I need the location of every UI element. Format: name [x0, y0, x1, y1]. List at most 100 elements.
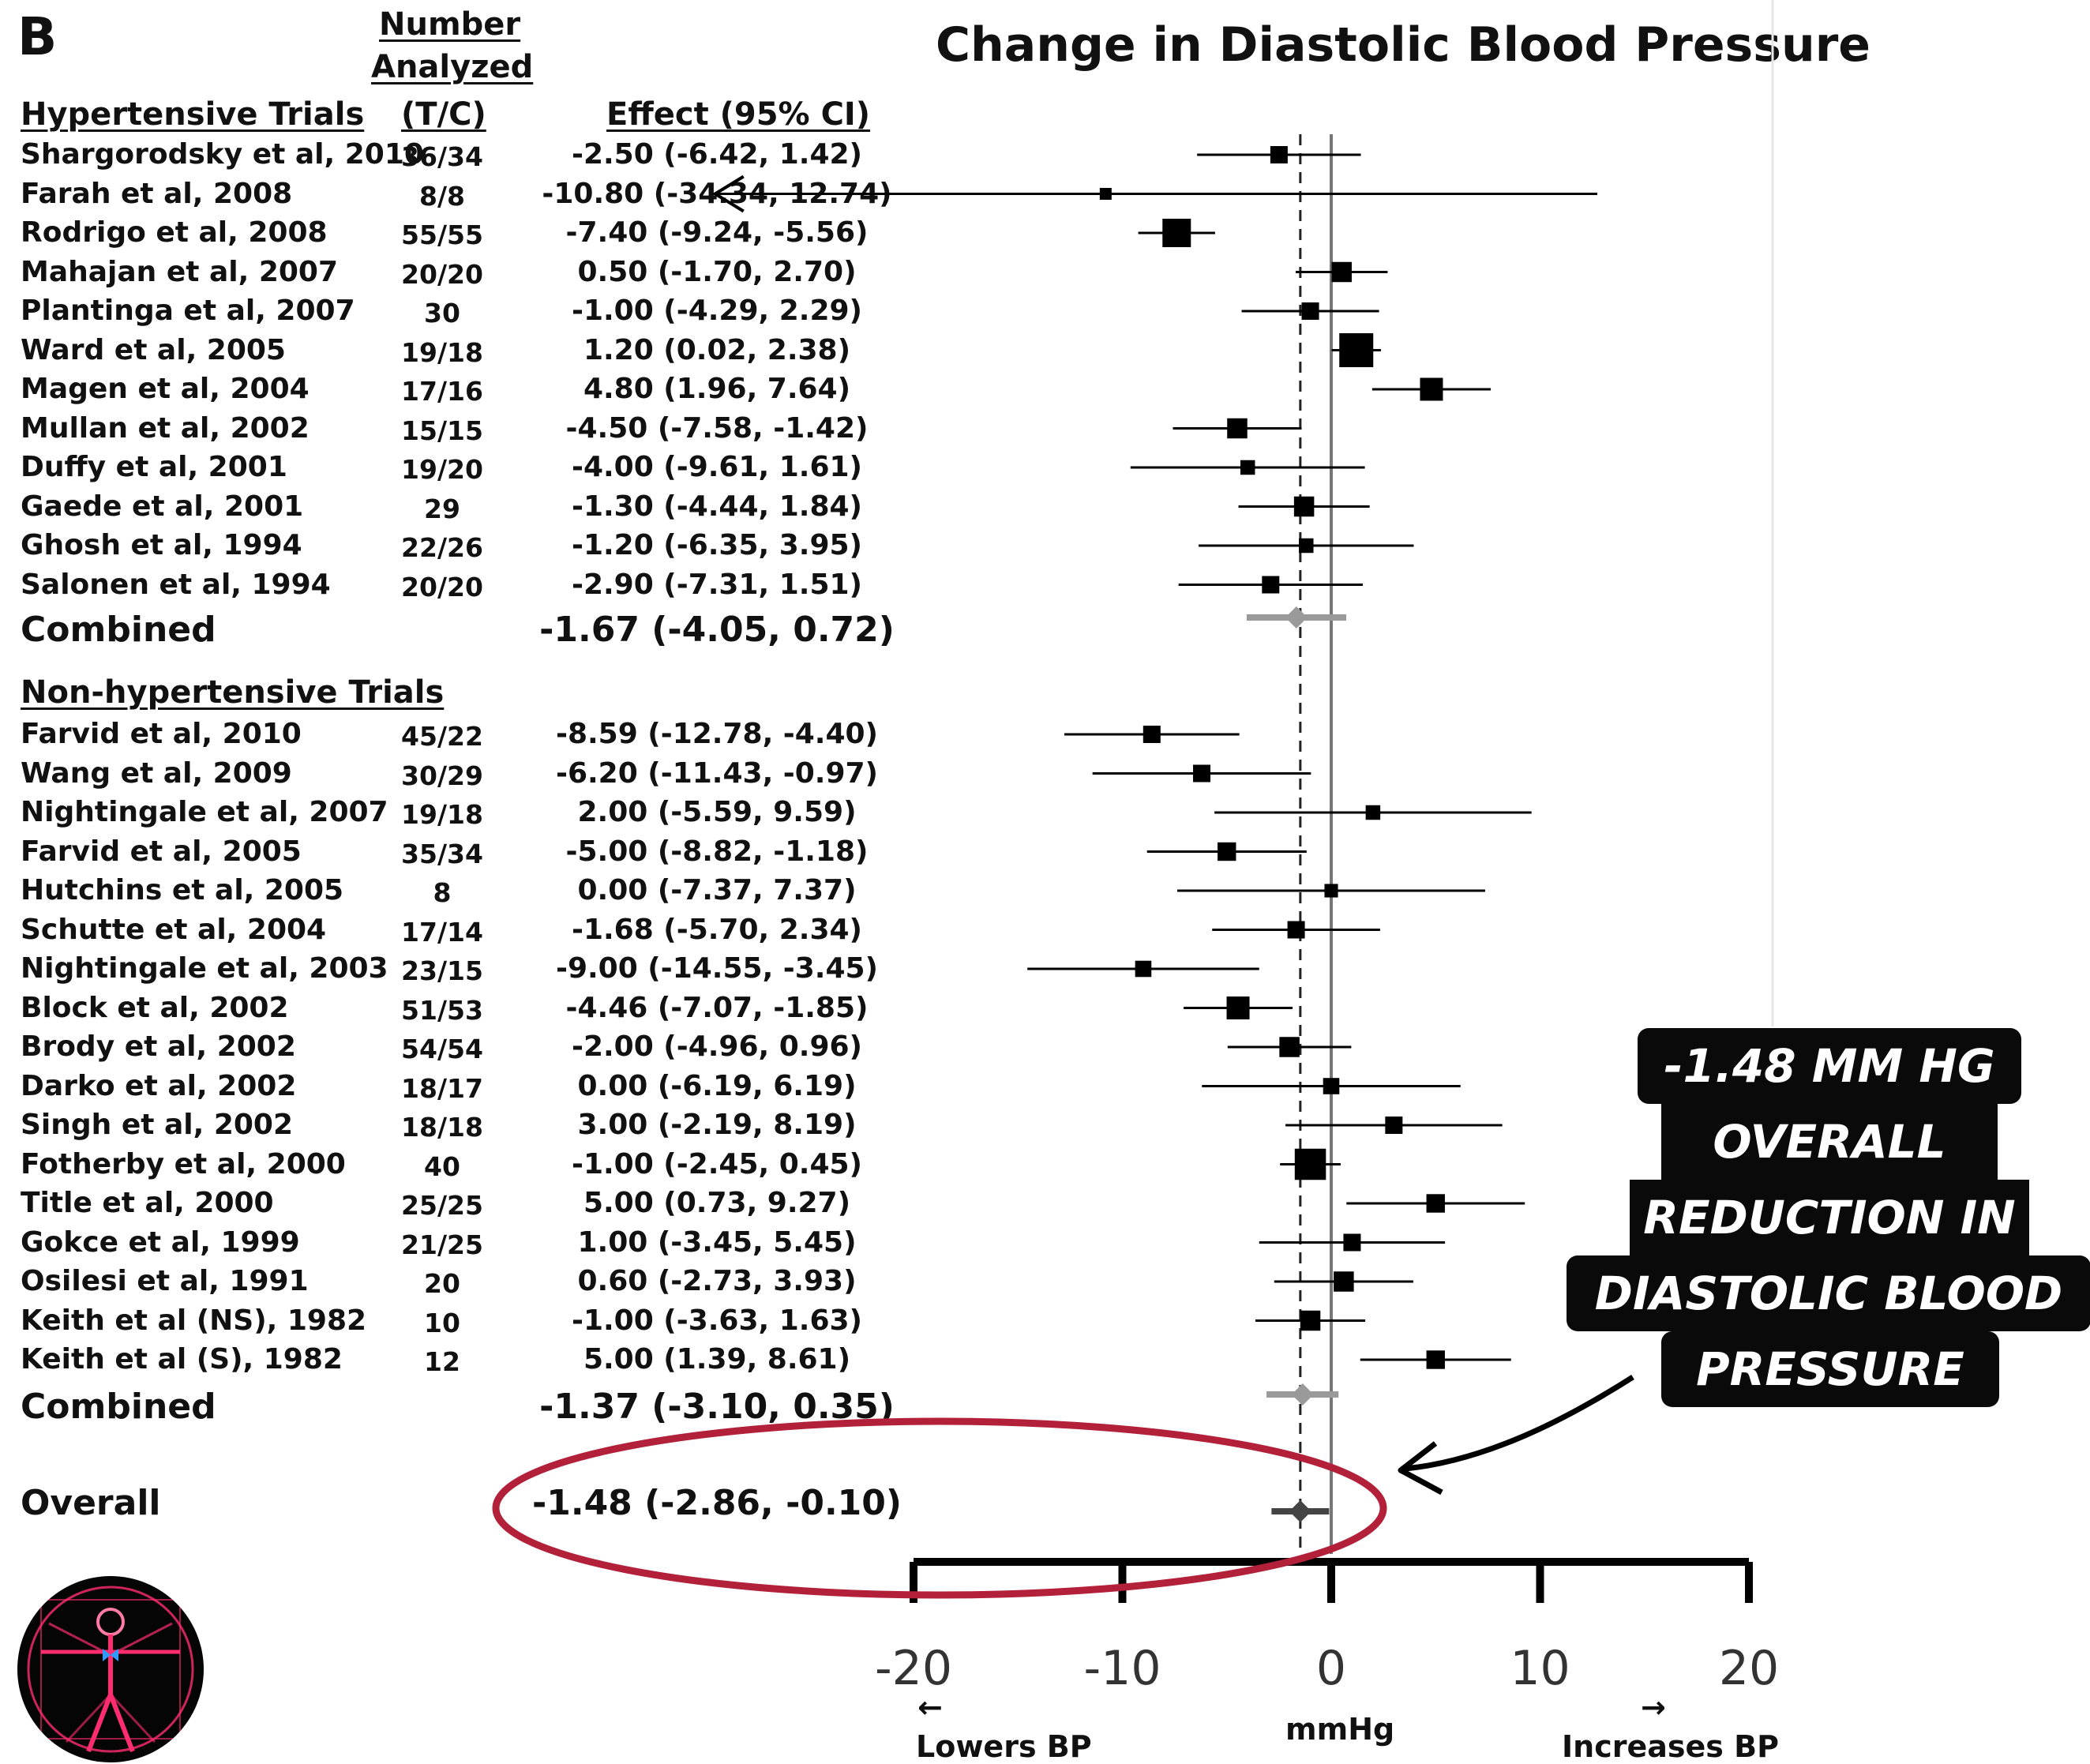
study-marker [1300, 1310, 1321, 1331]
nonhypertensive-combined-diamond [1291, 1383, 1314, 1406]
x-tick-label-text: 20 [1718, 1641, 1780, 1696]
hypertensive-combined-diamond [1285, 606, 1308, 629]
study-name: Keith et al (S), 1982 [21, 1343, 343, 1376]
study-effect-value: -8.59 (-12.78, -4.40) [556, 718, 878, 750]
x-tick-label-text: 0 [1315, 1641, 1347, 1696]
study-effect-value: -1.00 (-2.45, 0.45) [572, 1147, 862, 1180]
study-name: Brody et al, 2002 [21, 1030, 296, 1063]
study-effect-value: -7.40 (-9.24, -5.56) [565, 216, 869, 249]
study-n-value: 19/18 [401, 336, 483, 368]
study-marker [1299, 538, 1314, 554]
effect-header: Effect (95% CI) [606, 96, 871, 133]
study-marker [1240, 460, 1255, 475]
study-marker [1227, 418, 1248, 439]
study-marker [1334, 1271, 1354, 1292]
study-name: Mahajan et al, 2007 [21, 255, 339, 288]
study-n-value: 10 [424, 1307, 460, 1338]
ci-truncation-arrow [711, 175, 745, 213]
study-effect-value: 0.00 (-6.19, 6.19) [577, 1069, 857, 1102]
study-marker [1099, 188, 1112, 200]
study-marker [1301, 302, 1319, 320]
study-n-value: 30 [424, 298, 460, 328]
study-marker [1365, 805, 1381, 820]
study-marker [1385, 1117, 1403, 1134]
study-marker [1287, 921, 1305, 939]
study-n-value: 30/29 [401, 760, 483, 791]
study-name: Rodrigo et al, 2008 [21, 216, 328, 249]
study-name: Ghosh et al, 1994 [21, 529, 302, 561]
study-effect-value: -4.46 (-7.07, -1.85) [565, 991, 869, 1024]
study-effect-value: -5.00 (-8.82, -1.18) [565, 835, 869, 868]
overall-highlight-ellipse [492, 1417, 1387, 1599]
study-marker [1262, 576, 1280, 594]
callout-box-line4: DIASTOLIC BLOOD [1567, 1255, 2090, 1331]
study-name: Fotherby et al, 2000 [21, 1147, 346, 1180]
study-n-value: 51/53 [401, 994, 483, 1026]
study-name: Magen et al, 2004 [21, 373, 310, 405]
study-effect-value: -2.90 (-7.31, 1.51) [572, 568, 862, 601]
study-name: Keith et al (NS), 1982 [21, 1304, 367, 1337]
study-marker [1323, 1078, 1340, 1094]
increases-bp-label: Increases BP [1562, 1729, 1779, 1764]
tc-header: (T/C) [401, 96, 486, 133]
study-effect-value: -9.00 (-14.55, -3.45) [556, 952, 878, 985]
study-n-value: 54/54 [401, 1034, 483, 1064]
study-n-value: 55/55 [401, 220, 483, 250]
right-arrow: → [1641, 1690, 1666, 1725]
study-effect-value: -4.50 (-7.58, -1.42) [565, 411, 869, 445]
callout-box-line3: REDUCTION IN [1630, 1180, 2029, 1255]
study-effect-value: 1.00 (-3.45, 5.45) [577, 1225, 857, 1259]
study-marker [1279, 1037, 1300, 1057]
study-n-value: 45/22 [401, 721, 483, 752]
callout-box-line2: OVERALL [1661, 1104, 1998, 1180]
study-effect-value: -6.20 (-11.43, -0.97) [556, 756, 878, 790]
study-name: Schutte et al, 2004 [21, 913, 327, 946]
callout-line-4: DIASTOLIC BLOOD [1594, 1267, 2063, 1320]
callout-box-line1: -1.48 MM HG [1638, 1028, 2021, 1104]
callout-line-1: -1.48 MM HG [1664, 1039, 1995, 1093]
study-effect-value: -2.00 (-4.96, 0.96) [572, 1030, 862, 1063]
x-tick-label-text: -10 [1083, 1641, 1161, 1696]
study-effect-value: 4.80 (1.96, 7.64) [583, 373, 851, 405]
study-n-value: 36/34 [401, 141, 483, 172]
vitruvian-man-icon [27, 1586, 194, 1753]
study-effect-value: 5.00 (1.39, 8.61) [583, 1343, 851, 1376]
study-effect-value: -1.00 (-3.63, 1.63) [572, 1304, 862, 1337]
study-name: Duffy et al, 2001 [21, 451, 287, 483]
study-marker [1162, 219, 1191, 247]
study-n-value: 35/34 [401, 838, 483, 869]
study-n-value: 25/25 [401, 1190, 483, 1221]
study-n-value: 23/15 [401, 955, 483, 986]
study-n-value: 8 [433, 877, 452, 908]
overall-diamond [1289, 1500, 1311, 1522]
study-effect-value: 2.00 (-5.59, 9.59) [577, 796, 857, 828]
study-effect-value: -1.00 (-4.29, 2.29) [572, 295, 862, 327]
study-effect-value: -4.00 (-9.61, 1.61) [572, 451, 862, 483]
study-marker [1420, 377, 1443, 401]
study-n-value: 21/25 [401, 1229, 483, 1260]
study-name: Shargorodsky et al, 2010 [21, 138, 424, 171]
study-n-value: 20/20 [401, 571, 483, 602]
study-name: Farvid et al, 2010 [21, 718, 302, 750]
study-name: Nightingale et al, 2007 [21, 796, 388, 828]
study-marker [1135, 960, 1152, 978]
study-effect-value: -1.68 (-5.70, 2.34) [572, 913, 862, 946]
study-name: Block et al, 2002 [21, 991, 289, 1024]
study-marker [1339, 333, 1374, 367]
study-n-value: 17/14 [401, 916, 483, 948]
study-name: Singh et al, 2002 [21, 1109, 294, 1141]
callout-line-2: OVERALL [1713, 1115, 1946, 1169]
study-name: Ward et al, 2005 [21, 333, 286, 366]
callout-line-5: PRESSURE [1696, 1342, 1964, 1396]
hypertensive-combined-label: Combined [21, 610, 216, 650]
number-header-line2: Analyzed [371, 49, 534, 85]
study-effect-value: -1.30 (-4.44, 1.84) [572, 490, 862, 523]
x-axis-label: mmHg [1285, 1712, 1395, 1747]
study-marker [1143, 726, 1161, 743]
study-effect-value: 0.50 (-1.70, 2.70) [577, 255, 857, 288]
callout-arrow [1405, 1375, 1634, 1472]
study-n-value: 22/26 [401, 532, 483, 563]
study-n-value: 8/8 [419, 180, 465, 212]
callout-arrowhead [1398, 1441, 1443, 1496]
study-name: Plantinga et al, 2007 [21, 295, 355, 327]
